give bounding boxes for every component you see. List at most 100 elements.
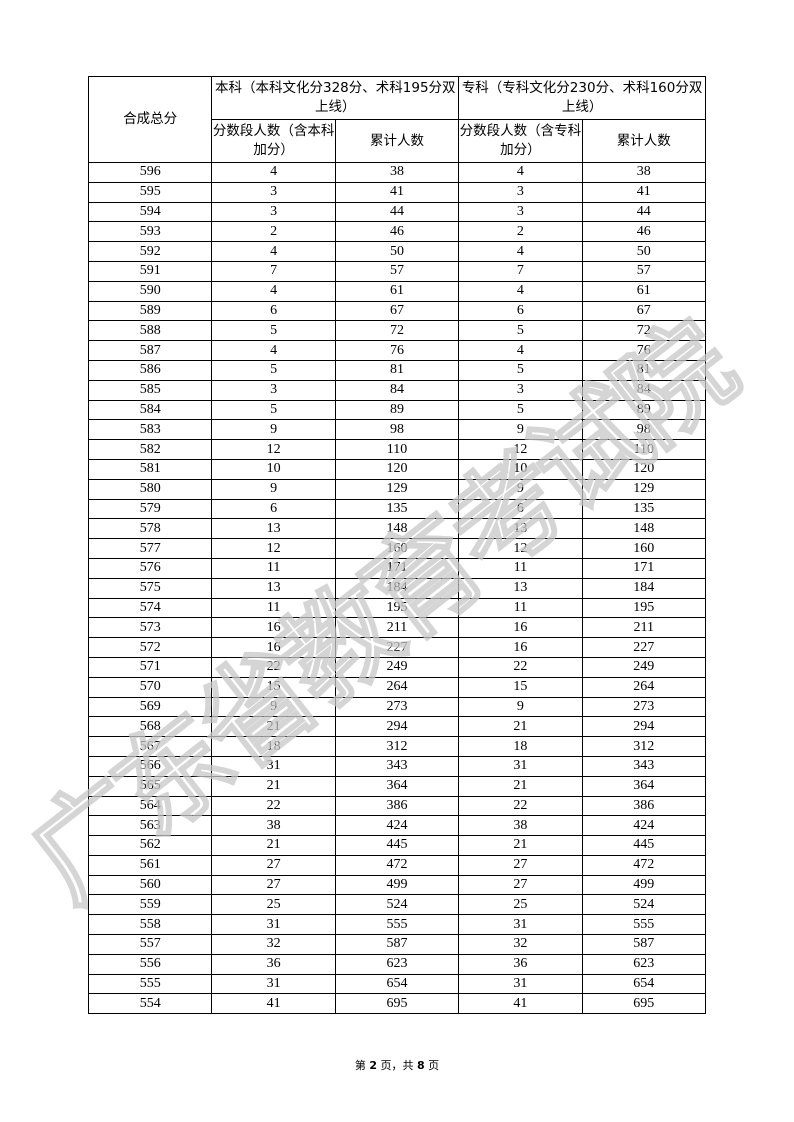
cell-benke-cumulative: 195 [334, 597, 460, 619]
cell-zhuanke-segment: 7 [458, 260, 583, 282]
cell-zhuanke-segment: 18 [458, 736, 583, 757]
cell-benke-segment: 32 [211, 934, 336, 955]
cell-zhuanke-segment: 3 [458, 181, 583, 203]
table-row: 569 9 273 9 273 [87, 696, 707, 718]
table-row: 568 21 294 21 294 [87, 716, 707, 738]
cell-zhuanke-segment: 16 [458, 637, 583, 658]
table-row: 580 9 129 9 129 [87, 478, 707, 500]
cell-total-score: 588 [87, 320, 213, 342]
cell-benke-segment: 25 [211, 894, 336, 916]
cell-benke-cumulative: 386 [334, 795, 460, 817]
cell-benke-cumulative: 264 [334, 676, 460, 698]
cell-benke-cumulative: 61 [334, 280, 460, 302]
cell-total-score: 562 [87, 835, 213, 856]
cell-zhuanke-segment: 5 [458, 399, 583, 421]
header-zhuanke-group: 专科（专科文化分230分、术科160分双上线） [458, 76, 706, 120]
cell-total-score: 584 [87, 399, 213, 421]
table-row: 578 13 148 13 148 [87, 518, 707, 540]
cell-zhuanke-cumulative: 184 [581, 577, 707, 599]
table-row: 562 21 445 21 445 [87, 835, 707, 856]
cell-total-score: 563 [87, 815, 213, 837]
cell-zhuanke-segment: 9 [458, 419, 583, 441]
cell-total-score: 573 [87, 617, 213, 639]
cell-zhuanke-cumulative: 84 [581, 379, 707, 401]
cell-total-score: 565 [87, 775, 213, 797]
cell-zhuanke-segment: 25 [458, 894, 583, 916]
cell-total-score: 590 [87, 280, 213, 302]
cell-total-score: 576 [87, 557, 213, 579]
cell-zhuanke-cumulative: 57 [581, 260, 707, 282]
cell-total-score: 571 [87, 656, 213, 678]
cell-benke-cumulative: 312 [334, 736, 460, 757]
cell-zhuanke-segment: 13 [458, 518, 583, 540]
cell-benke-segment: 4 [211, 162, 336, 183]
cell-zhuanke-cumulative: 44 [581, 201, 707, 223]
cell-benke-segment: 21 [211, 716, 336, 738]
cell-benke-segment: 22 [211, 795, 336, 817]
cell-benke-cumulative: 135 [334, 498, 460, 520]
cell-zhuanke-cumulative: 61 [581, 280, 707, 302]
cell-benke-cumulative: 89 [334, 399, 460, 421]
cell-zhuanke-cumulative: 472 [581, 854, 707, 876]
cell-zhuanke-segment: 6 [458, 300, 583, 322]
cell-zhuanke-segment: 38 [458, 815, 583, 837]
cell-benke-segment: 5 [211, 320, 336, 342]
cell-total-score: 593 [87, 221, 213, 243]
cell-zhuanke-cumulative: 695 [581, 993, 707, 1015]
footer-middle: 页，共 [377, 1059, 417, 1072]
cell-benke-segment: 9 [211, 696, 336, 718]
cell-zhuanke-cumulative: 587 [581, 934, 707, 955]
cell-benke-cumulative: 148 [334, 518, 460, 540]
cell-zhuanke-cumulative: 89 [581, 399, 707, 421]
cell-zhuanke-segment: 15 [458, 676, 583, 698]
cell-benke-segment: 12 [211, 439, 336, 460]
cell-total-score: 569 [87, 696, 213, 718]
cell-benke-cumulative: 46 [334, 221, 460, 243]
table-row: 565 21 364 21 364 [87, 775, 707, 797]
cell-benke-segment: 2 [211, 221, 336, 243]
cell-zhuanke-segment: 13 [458, 577, 583, 599]
cell-zhuanke-segment: 5 [458, 359, 583, 381]
table-row: 581 10 120 10 120 [87, 458, 707, 480]
cell-zhuanke-cumulative: 195 [581, 597, 707, 619]
header-total-score: 合成总分 [87, 76, 213, 163]
cell-zhuanke-segment: 31 [458, 755, 583, 777]
cell-zhuanke-segment: 16 [458, 617, 583, 639]
cell-total-score: 592 [87, 241, 213, 262]
cell-benke-segment: 38 [211, 815, 336, 837]
cell-benke-segment: 21 [211, 775, 336, 797]
cell-zhuanke-cumulative: 171 [581, 557, 707, 579]
cell-zhuanke-segment: 32 [458, 934, 583, 955]
table-row: 561 27 472 27 472 [87, 854, 707, 876]
cell-zhuanke-cumulative: 524 [581, 894, 707, 916]
table-row: 576 11 171 11 171 [87, 557, 707, 579]
cell-benke-cumulative: 76 [334, 340, 460, 361]
table-row: 579 6 135 6 135 [87, 498, 707, 520]
cell-zhuanke-segment: 27 [458, 854, 583, 876]
cell-zhuanke-cumulative: 264 [581, 676, 707, 698]
cell-benke-cumulative: 445 [334, 835, 460, 856]
cell-zhuanke-segment: 2 [458, 221, 583, 243]
cell-total-score: 578 [87, 518, 213, 540]
cell-zhuanke-segment: 21 [458, 775, 583, 797]
cell-benke-segment: 21 [211, 835, 336, 856]
cell-zhuanke-cumulative: 67 [581, 300, 707, 322]
cell-benke-segment: 9 [211, 478, 336, 500]
cell-benke-segment: 4 [211, 241, 336, 262]
cell-benke-cumulative: 44 [334, 201, 460, 223]
cell-benke-segment: 10 [211, 458, 336, 480]
cell-total-score: 566 [87, 755, 213, 777]
cell-total-score: 568 [87, 716, 213, 738]
cell-total-score: 591 [87, 260, 213, 282]
cell-zhuanke-segment: 5 [458, 320, 583, 342]
cell-zhuanke-segment: 4 [458, 280, 583, 302]
cell-zhuanke-cumulative: 81 [581, 359, 707, 381]
cell-zhuanke-segment: 6 [458, 498, 583, 520]
footer-prefix: 第 [354, 1059, 370, 1072]
table-row: 593 2 46 2 46 [87, 221, 707, 243]
table-row: 588 5 72 5 72 [87, 320, 707, 342]
cell-benke-cumulative: 695 [334, 993, 460, 1015]
cell-zhuanke-segment: 27 [458, 874, 583, 896]
cell-benke-cumulative: 294 [334, 716, 460, 738]
table-row: 592 4 50 4 50 [87, 241, 707, 262]
